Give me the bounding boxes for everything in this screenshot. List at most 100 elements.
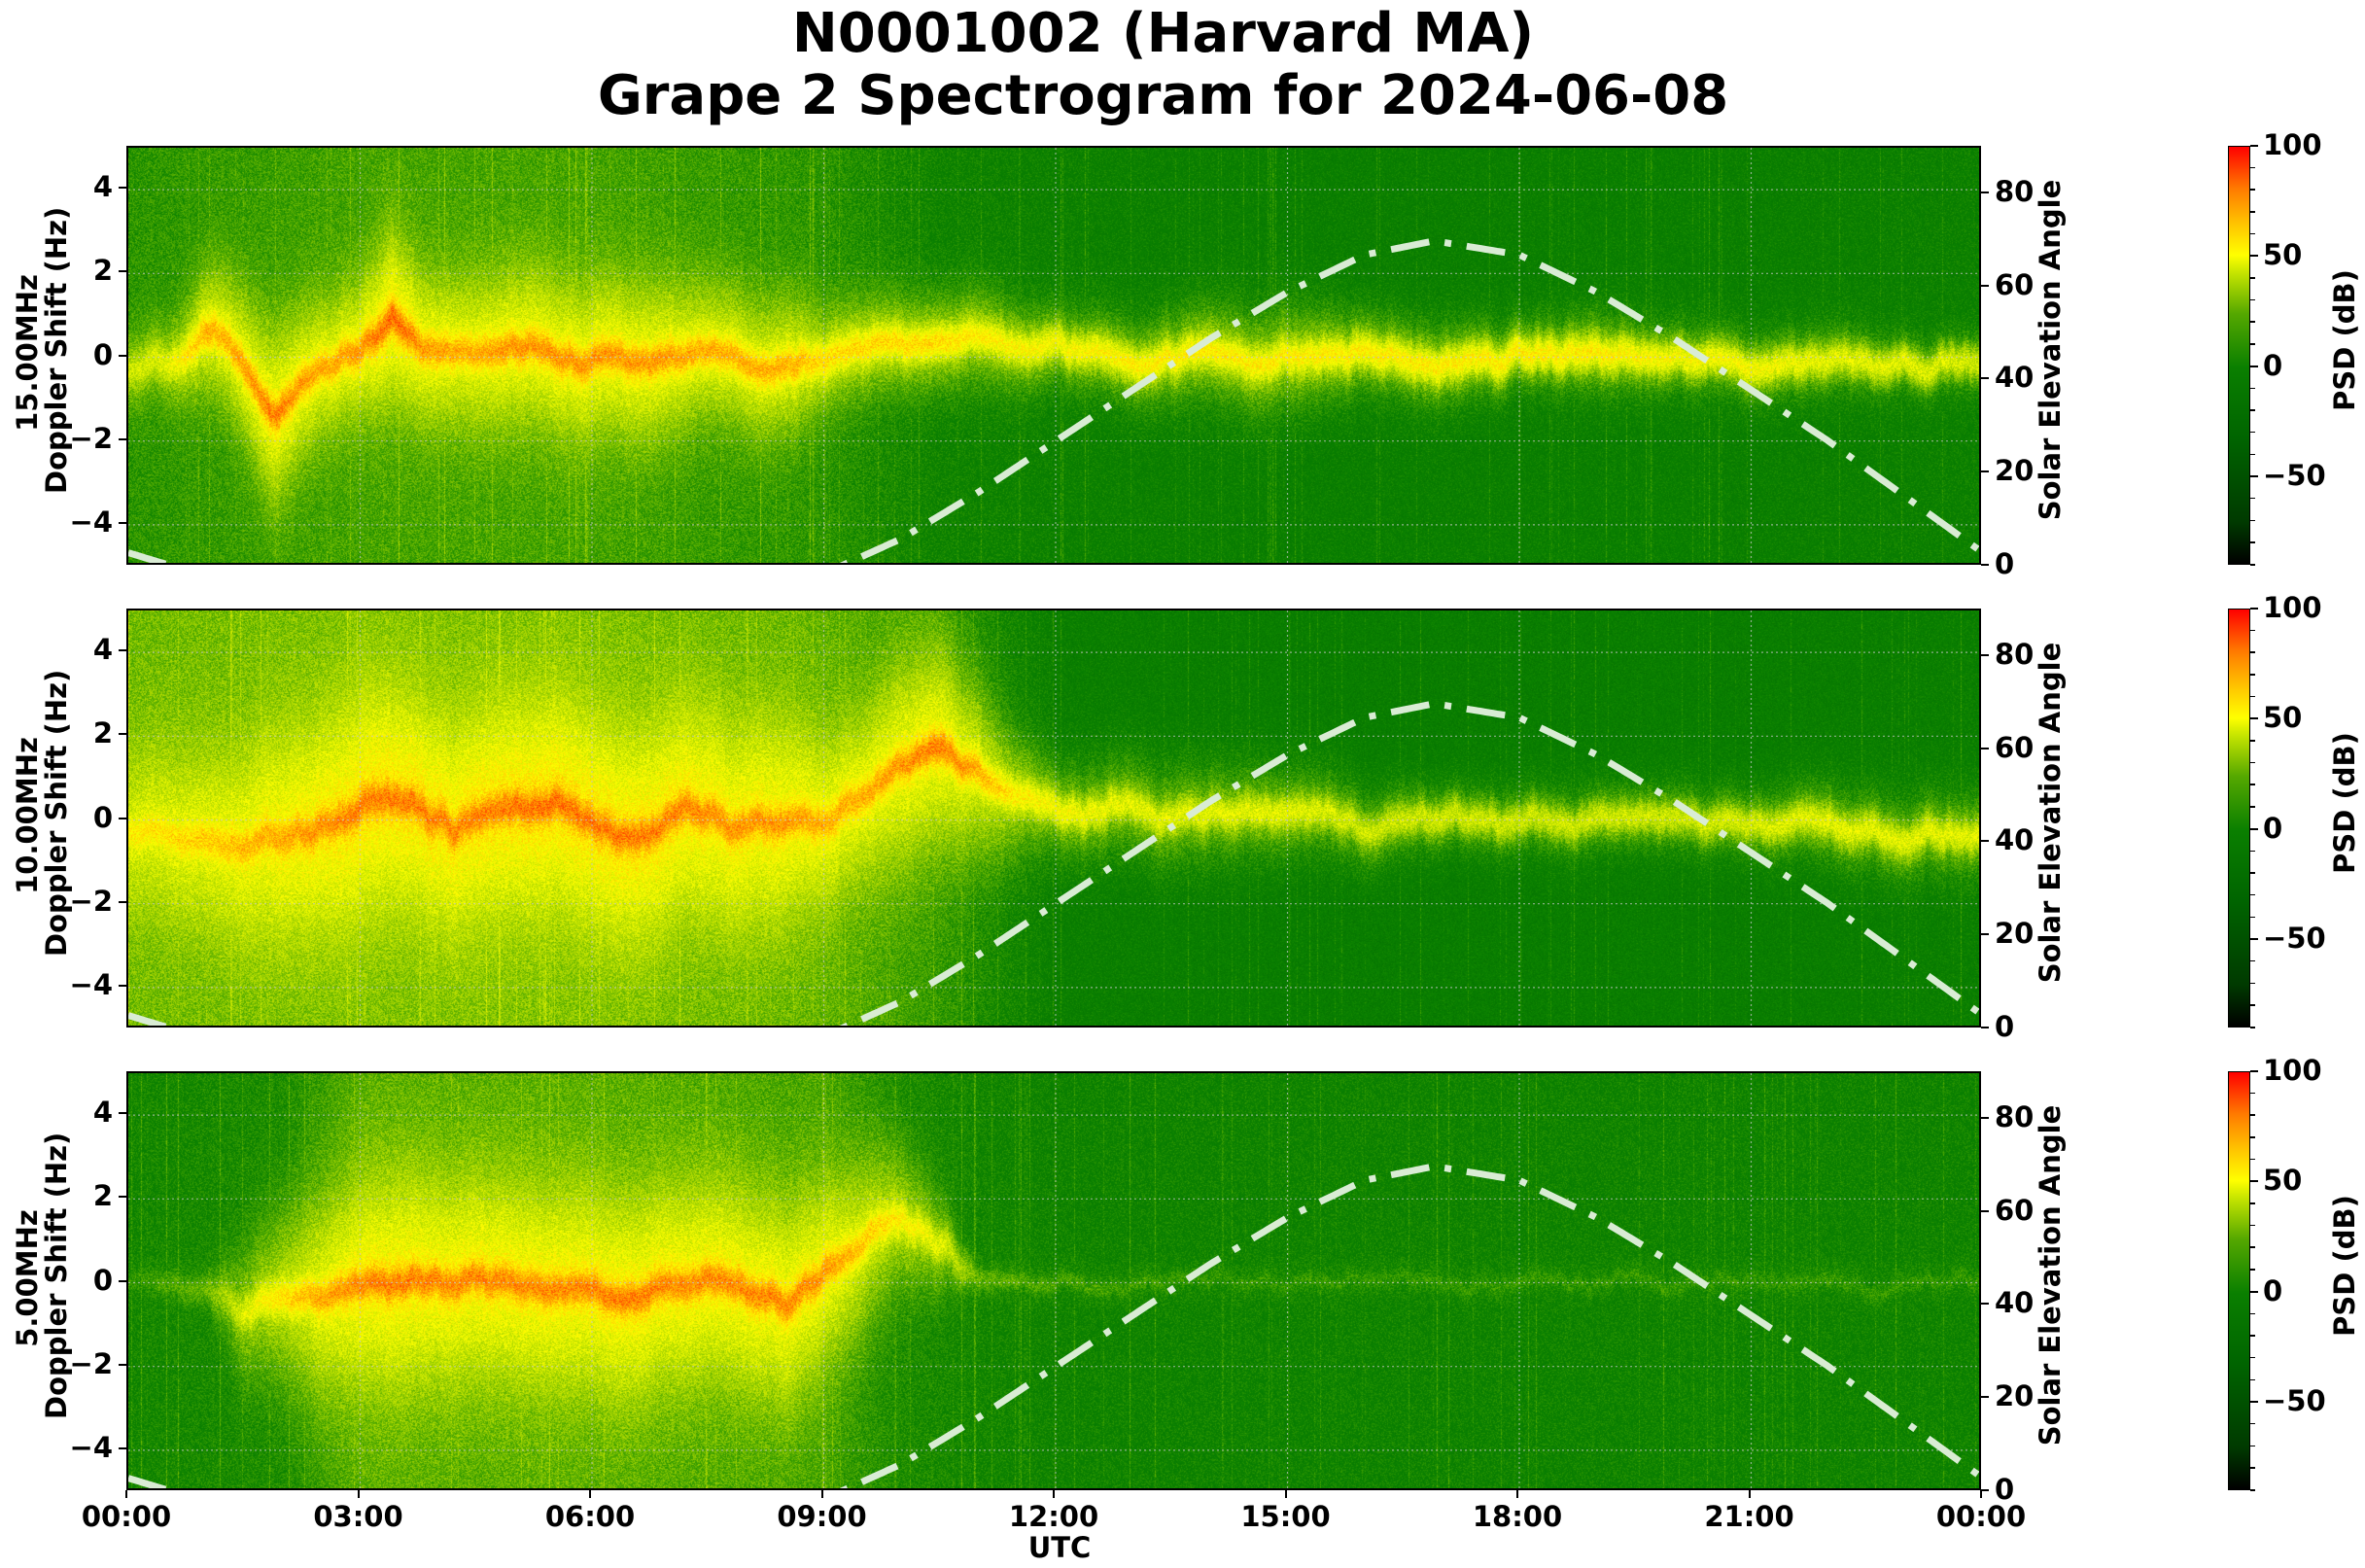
colorbar-tick-mark: [2250, 1246, 2255, 1248]
y2-tick-label: 20: [1995, 454, 2035, 488]
colorbar-label: PSD (dB): [2328, 269, 2361, 411]
colorbar-tick-mark: [2250, 409, 2255, 411]
colorbar-tick-mark: [2250, 387, 2255, 390]
colorbar-tick-mark: [2250, 784, 2255, 785]
y-tick-label: 2: [92, 716, 113, 750]
colorbar-tick-mark: [2250, 872, 2255, 874]
colorbar-tick-mark: [2250, 1004, 2255, 1006]
colorbar-tick-mark: [2250, 1269, 2255, 1271]
colorbar-tick-mark: [2250, 1114, 2255, 1116]
colorbar-tick-label: 0: [2263, 811, 2283, 845]
colorbar: [2228, 609, 2250, 1028]
y2-tick-label: 60: [1995, 1193, 2035, 1227]
colorbar-tick-mark: [2250, 519, 2255, 522]
colorbar-tick-mark: [2250, 453, 2255, 456]
colorbar-tick-mark: [2250, 916, 2255, 919]
colorbar: [2228, 1071, 2250, 1490]
y-tick-label: 2: [92, 1179, 113, 1213]
y-tick-mark: [119, 1196, 126, 1199]
colorbar-tick-mark: [2250, 806, 2255, 808]
spectrogram-heatmap: [128, 610, 1979, 1026]
colorbar-tick-mark: [2250, 1489, 2255, 1491]
x-tick-mark: [820, 1490, 823, 1498]
colorbar-tick-label: −50: [2263, 459, 2326, 493]
y-tick-mark: [119, 900, 126, 903]
x-tick-mark: [1980, 1490, 1982, 1498]
x-tick-label: 00:00: [81, 1500, 172, 1533]
solar-elevation-overlay: [128, 1073, 1979, 1488]
y-tick-mark: [119, 521, 126, 524]
colorbar-tick-mark: [2250, 431, 2255, 434]
colorbar-tick-mark: [2250, 255, 2258, 258]
y-tick-label: −4: [69, 505, 113, 539]
x-tick-label: 18:00: [1472, 1500, 1563, 1533]
x-tick-mark: [1284, 1490, 1287, 1498]
solar-elevation-curve: [128, 700, 1979, 1026]
colorbar-tick-mark: [2250, 475, 2258, 478]
y2-tick-label: 40: [1995, 823, 2035, 857]
colorbar-tick-mark: [2250, 189, 2255, 191]
colorbar-tick-mark: [2250, 717, 2258, 720]
colorbar-tick-mark: [2250, 959, 2255, 962]
y-tick-mark: [119, 270, 126, 273]
x-tick-mark: [589, 1490, 591, 1498]
colorbar-tick-mark: [2250, 938, 2258, 941]
y2-tick-label: 20: [1995, 1379, 2035, 1413]
y2-tick-label: 40: [1995, 1286, 2035, 1320]
colorbar-tick-mark: [2250, 1027, 2255, 1028]
colorbar-tick-mark: [2250, 982, 2255, 985]
colorbar-tick-mark: [2250, 497, 2255, 500]
spectrogram-panel-15mhz: [126, 146, 1981, 565]
y-tick-mark: [119, 1446, 126, 1449]
colorbar-tick-label: 100: [2263, 1054, 2322, 1087]
colorbar-tick-mark: [2250, 850, 2255, 853]
colorbar-tick-mark: [2250, 232, 2255, 235]
x-tick-mark: [125, 1490, 127, 1498]
y-tick-label: 2: [92, 254, 113, 288]
solar-elevation-overlay: [128, 148, 1979, 563]
spectrogram-heatmap: [128, 1073, 1979, 1488]
y-tick-mark: [119, 1279, 126, 1282]
y2-tick-label: 0: [1995, 1473, 2015, 1506]
colorbar-tick-mark: [2250, 674, 2255, 676]
y2-tick-mark: [1981, 1209, 1989, 1212]
colorbar-tick-mark: [2250, 298, 2255, 301]
y2-tick-label: 0: [1995, 1010, 2015, 1043]
y-tick-mark: [119, 1112, 126, 1115]
colorbar: [2228, 146, 2250, 565]
x-tick-label: 09:00: [777, 1500, 867, 1533]
colorbar-tick-mark: [2250, 1312, 2255, 1315]
colorbar-label: PSD (dB): [2328, 732, 2361, 874]
y-tick-mark: [119, 817, 126, 819]
colorbar-tick-mark: [2250, 321, 2255, 323]
y2-tick-label: 80: [1995, 1099, 2035, 1133]
x-tick-label: 03:00: [313, 1500, 403, 1533]
x-tick-mark: [357, 1490, 360, 1498]
y2-tick-mark: [1981, 933, 1989, 936]
y-tick-mark: [119, 437, 126, 440]
colorbar-tick-mark: [2250, 1401, 2258, 1404]
colorbar-tick-mark: [2250, 365, 2258, 367]
x-tick-mark: [1516, 1490, 1518, 1498]
x-tick-mark: [1748, 1490, 1751, 1498]
y-tick-mark: [119, 354, 126, 357]
colorbar-tick-mark: [2250, 1422, 2255, 1425]
y2-tick-mark: [1981, 191, 1989, 193]
colorbar-tick-mark: [2250, 1356, 2255, 1359]
y2-tick-mark: [1981, 1489, 1989, 1491]
x-tick-label: 21:00: [1704, 1500, 1794, 1533]
y-tick-mark: [119, 733, 126, 736]
spectrogram-heatmap: [128, 148, 1979, 563]
colorbar-tick-mark: [2250, 651, 2255, 653]
y2-tick-label: 60: [1995, 730, 2035, 764]
colorbar-tick-label: −50: [2263, 922, 2326, 956]
figure-title-line1: N0001002 (Harvard MA): [791, 2, 1535, 65]
y2-tick-mark: [1981, 1303, 1989, 1306]
colorbar-tick-mark: [2250, 695, 2255, 698]
colorbar-tick-label: 50: [2263, 238, 2303, 272]
y2-tick-label: 60: [1995, 267, 2035, 301]
y-tick-mark: [119, 1363, 126, 1366]
colorbar-tick-mark: [2250, 211, 2255, 213]
y-tick-label: −2: [69, 1346, 113, 1380]
y-tick-label: −4: [69, 967, 113, 1001]
